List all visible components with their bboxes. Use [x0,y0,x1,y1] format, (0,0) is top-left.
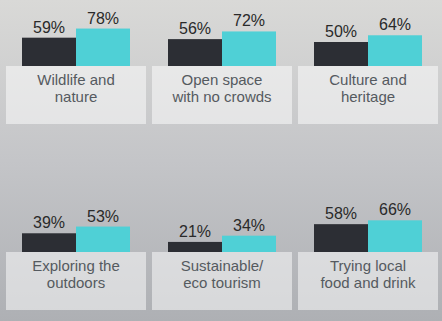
label-band [6,66,146,124]
label-line: Culture and [329,71,407,88]
data-label: 78% [87,10,119,27]
data-labels: 59% 78% [33,10,119,36]
label-line: Trying local [330,257,406,274]
category-label: Trying localfood and drink [320,257,416,291]
chart: 59% 78% Wildlife andnature 56% 72% Open space… [0,0,442,321]
data-label: 53% [87,208,119,225]
label-line: nature [55,88,98,105]
data-labels: 56% 72% [179,12,265,37]
data-label: 66% [379,201,411,218]
bar [222,236,276,252]
label-band [298,252,438,310]
bar [22,233,76,252]
data-labels: 50% 64% [325,16,411,40]
category-label: Culture andheritage [329,71,407,105]
bar [314,42,368,66]
bar [314,224,368,252]
label-line: Open space [182,71,263,88]
data-labels: 39% 53% [33,208,119,232]
data-label: 50% [325,23,357,40]
category-label: Sustainable/eco tourism [181,257,264,291]
data-label: 64% [379,16,411,33]
data-labels: 21% 34% [179,217,265,240]
data-label: 56% [179,20,211,37]
label-line: outdoors [47,274,105,291]
data-label: 21% [179,223,211,240]
category-label: Exploring theoutdoors [32,257,120,291]
data-label: 58% [325,205,357,222]
bar [168,39,222,66]
data-label: 34% [233,217,265,234]
label-line: Exploring the [32,257,120,274]
category-label: Open spacewith no crowds [171,71,271,105]
background [0,0,442,321]
bar [76,29,130,66]
label-band [152,252,292,310]
bar [22,38,76,66]
bar [368,35,422,66]
bar [76,227,130,252]
data-labels: 58% 66% [325,201,411,222]
bar [368,220,422,252]
label-line: eco tourism [183,274,261,291]
data-label: 39% [33,214,65,231]
category-label: Wildlife andnature [37,71,115,105]
label-band [152,66,292,124]
label-line: Sustainable/ [181,257,264,274]
bar [222,31,276,66]
label-band [6,252,146,310]
data-label: 59% [33,19,65,36]
label-line: food and drink [320,274,416,291]
data-label: 72% [233,12,265,29]
bars [314,220,422,252]
bar [168,242,222,252]
label-line: with no crowds [171,88,271,105]
label-line: Wildlife and [37,71,115,88]
label-line: heritage [341,88,395,105]
label-band [298,66,438,124]
